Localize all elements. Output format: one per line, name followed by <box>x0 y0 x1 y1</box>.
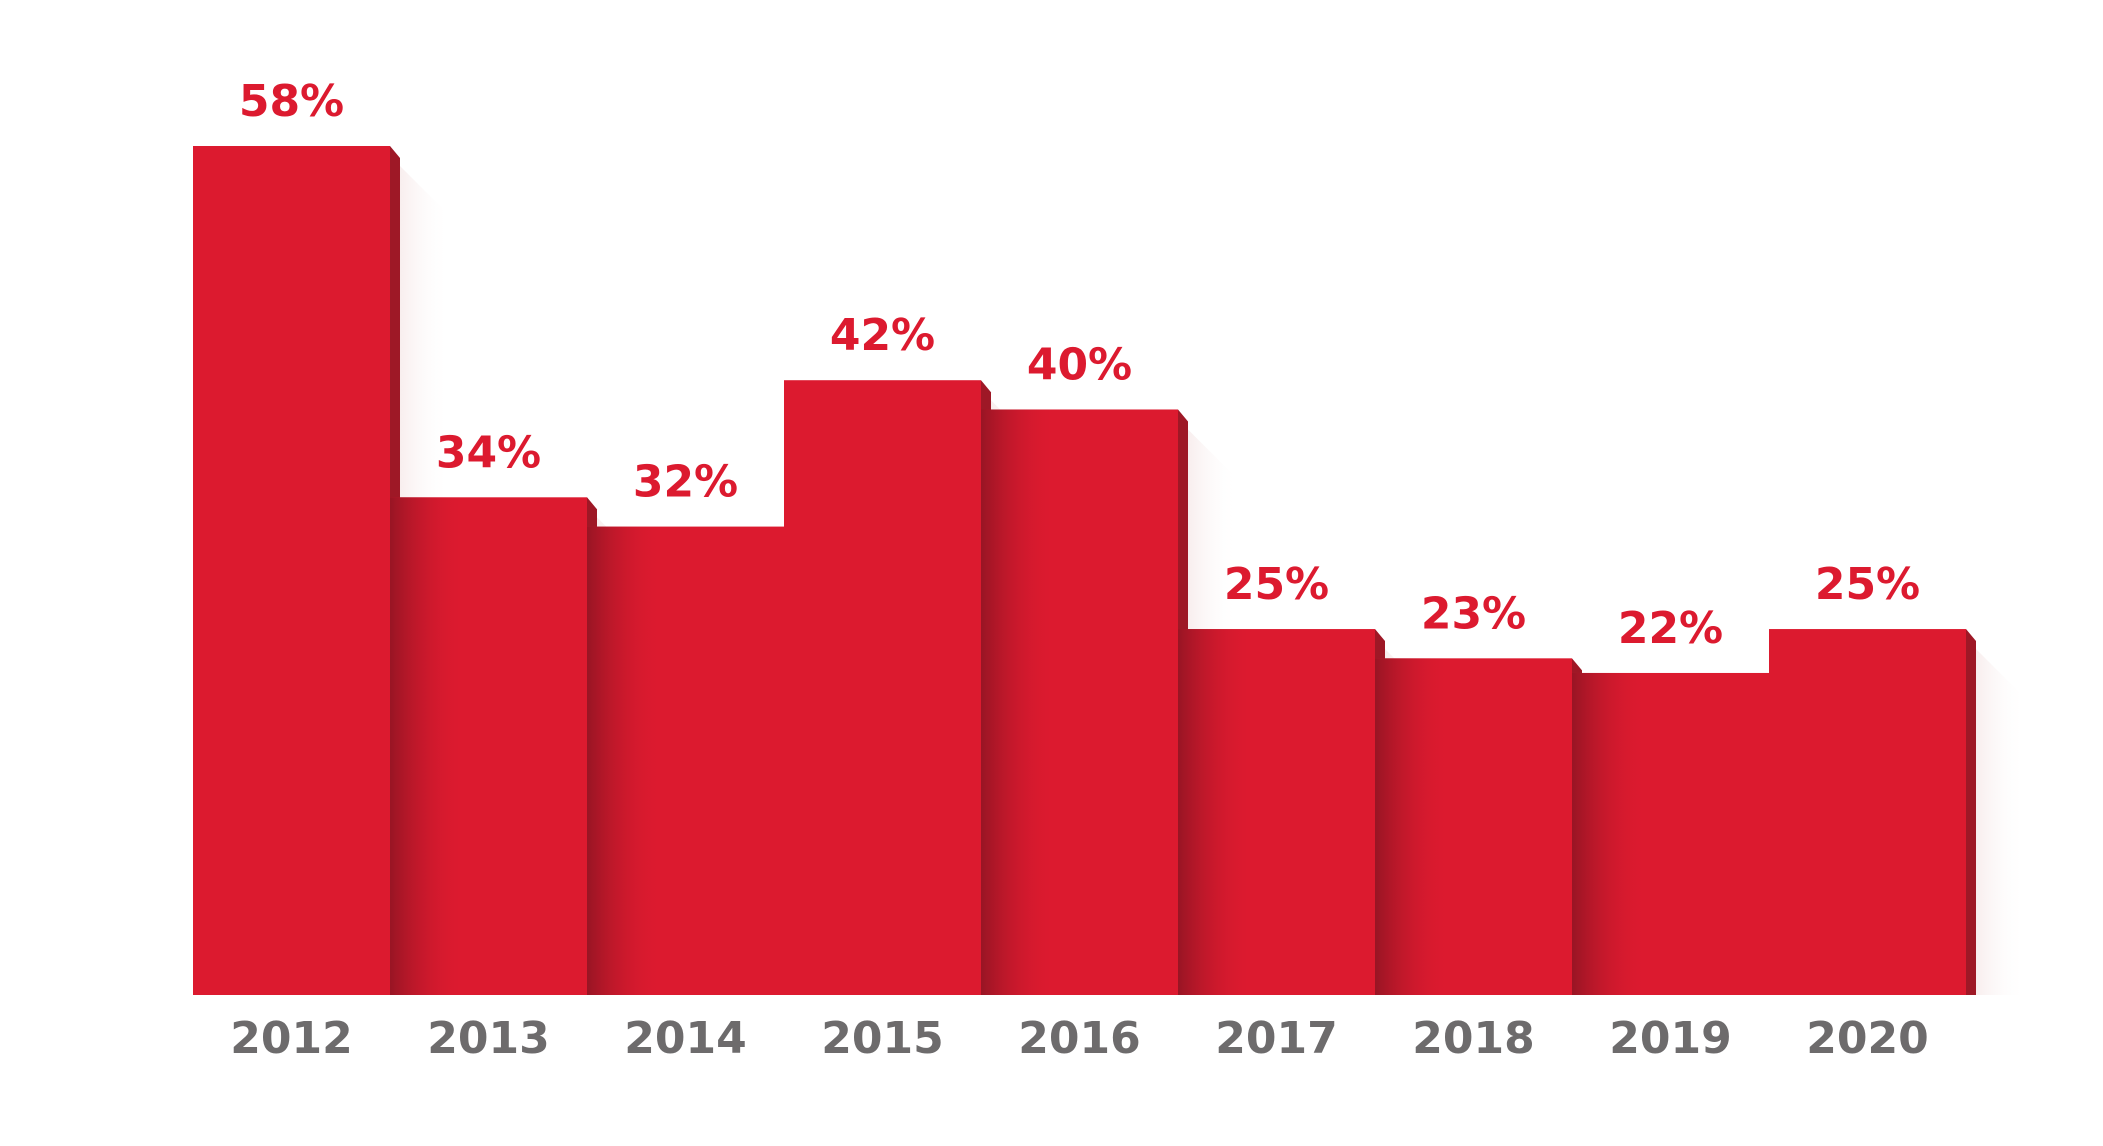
x-tick-label: 2017 <box>1215 1013 1337 1064</box>
x-tick-label: 2019 <box>1609 1013 1731 1064</box>
value-label: 40% <box>1027 339 1132 390</box>
value-label: 25% <box>1815 559 1920 610</box>
bar-shadow <box>1966 639 2026 995</box>
x-axis-tick-labels: 2012 2013 2014 2015 2016 2017 2018 2019 2020 <box>230 1013 1928 1064</box>
value-labels-layer: 58% 34% 32% 42% 40% 25% 23% 22% 25% <box>239 76 1920 654</box>
x-tick-label: 2015 <box>821 1013 943 1064</box>
x-tick-label: 2018 <box>1412 1013 1534 1064</box>
bar-group <box>1769 629 2026 995</box>
x-tick-label: 2016 <box>1018 1013 1140 1064</box>
value-label: 22% <box>1618 603 1723 654</box>
bar-inner-shade <box>1375 658 1450 995</box>
bar-group <box>390 497 647 995</box>
bars-layer <box>193 146 2026 995</box>
x-tick-label: 2012 <box>230 1013 352 1064</box>
bar-inner-shade <box>587 526 662 995</box>
value-label: 34% <box>436 427 541 478</box>
bar-inner-shade <box>981 409 1056 995</box>
value-label: 32% <box>633 457 738 508</box>
x-tick-label: 2014 <box>624 1013 746 1064</box>
bar-inner-shade <box>1572 672 1647 995</box>
value-label: 23% <box>1421 588 1526 639</box>
value-label: 25% <box>1224 559 1329 610</box>
x-tick-label: 2020 <box>1806 1013 1928 1064</box>
value-label: 58% <box>239 76 344 127</box>
bar <box>193 146 390 995</box>
bar-inner-shade <box>390 497 465 995</box>
bar <box>1769 629 1966 995</box>
bar-inner-shade <box>1178 629 1253 995</box>
value-label: 42% <box>830 310 935 361</box>
x-tick-label: 2013 <box>427 1013 549 1064</box>
bar-side <box>1966 629 1976 995</box>
bar <box>784 380 981 995</box>
